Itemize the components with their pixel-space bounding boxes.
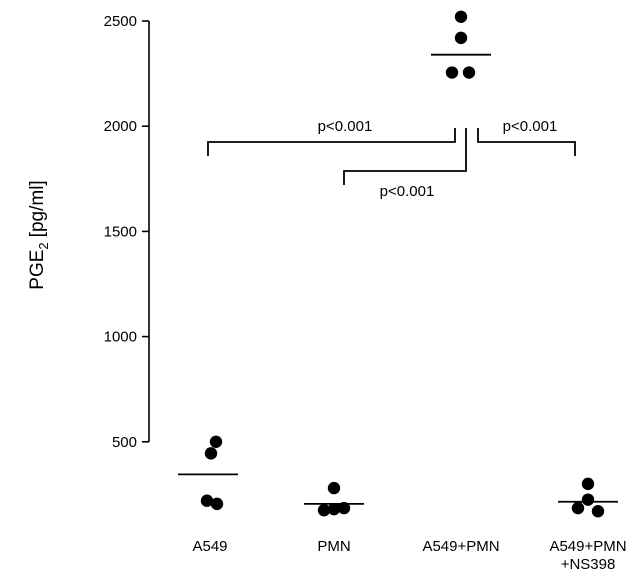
data-point <box>327 502 341 516</box>
data-group <box>304 481 364 517</box>
data-point <box>204 447 218 460</box>
y-axis-title: PGE2 [pg/ml] <box>27 180 51 289</box>
p-value-label: p<0.001 <box>503 118 558 135</box>
data-point <box>581 477 595 491</box>
y-axis-label: PGE2 [pg/ml] <box>27 180 51 289</box>
y-axis-title-main: PGE <box>27 250 48 290</box>
category-label: PMN <box>317 538 350 555</box>
data-point <box>337 501 351 515</box>
data-point <box>200 494 214 507</box>
data-point <box>591 505 605 518</box>
category-label: A549+PMN <box>549 538 626 555</box>
y-tick-label: 2500 <box>104 13 137 30</box>
category-label: +NS398 <box>561 556 616 573</box>
category-label: A549+PMN <box>422 538 499 555</box>
bracket-line <box>207 128 456 156</box>
bracket-line <box>343 128 467 185</box>
data-point <box>445 66 459 79</box>
data-point <box>454 31 468 45</box>
data-point <box>581 493 595 506</box>
p-value-label: p<0.001 <box>318 118 373 135</box>
y-axis-title-unit: [pg/ml] <box>27 180 48 237</box>
category-labels: A549 PMN A549+PMN A549+PMN+NS398 <box>192 538 626 573</box>
category-label: A549 <box>192 538 227 555</box>
significance-bracket: p<0.001 <box>207 118 456 156</box>
y-tick-label: 2000 <box>104 118 137 135</box>
data-group <box>558 477 618 518</box>
significance-bracket: p<0.001 <box>477 118 576 156</box>
y-tick-label: 1500 <box>104 223 137 240</box>
significance-bracket: p<0.001 <box>343 128 467 200</box>
data-point <box>209 435 223 448</box>
data-group <box>178 435 238 511</box>
data-point <box>462 66 476 79</box>
y-tick-label: 500 <box>112 434 137 451</box>
p-value-label: p<0.001 <box>380 183 435 200</box>
data-point <box>571 501 585 515</box>
y-tick-label: 1000 <box>104 329 137 346</box>
data-point <box>327 481 341 495</box>
data-point <box>210 497 224 511</box>
y-axis: 500 1000 1500 2000 2500 <box>104 13 150 451</box>
y-axis-title-subscript: 2 <box>36 242 51 249</box>
data-group <box>431 10 491 79</box>
significance-brackets: p<0.001 p<0.001 p<0.001 <box>207 118 576 200</box>
data-points <box>178 10 618 518</box>
data-point <box>317 503 331 517</box>
bracket-line <box>477 128 576 156</box>
data-point <box>454 10 468 23</box>
